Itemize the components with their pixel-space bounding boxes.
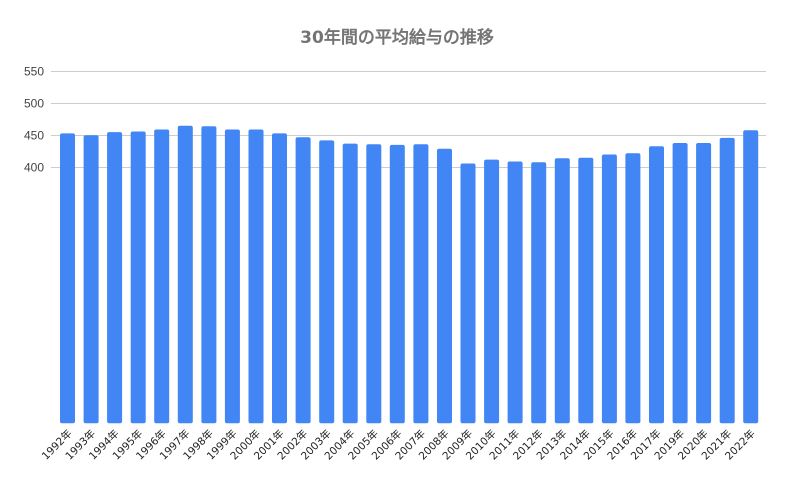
bar: [177, 125, 193, 424]
bar: [389, 144, 405, 424]
bar: [83, 135, 99, 424]
bar: [154, 129, 170, 424]
bar: [248, 129, 264, 424]
chart-title: 30年間の平均給与の推移: [300, 27, 494, 48]
bar: [460, 163, 476, 424]
gridlines: [51, 71, 766, 168]
bar: [484, 159, 500, 424]
bar: [224, 129, 240, 424]
bar: [696, 143, 712, 424]
bar: [719, 137, 735, 424]
bar: [130, 131, 146, 424]
y-tick-label: 500: [24, 97, 44, 111]
y-tick-label: 550: [24, 65, 44, 79]
bar: [366, 144, 382, 424]
bars: [60, 125, 759, 424]
bar: [60, 133, 75, 424]
bar: [531, 162, 547, 424]
bar: [601, 154, 617, 424]
bar: [554, 158, 570, 424]
bar: [578, 157, 594, 424]
y-axis-labels: 400 450 500 550: [24, 65, 44, 175]
bar: [201, 126, 217, 424]
bar: [107, 132, 123, 424]
y-tick-label: 400: [24, 161, 44, 175]
bar: [672, 143, 688, 424]
bar: [507, 161, 523, 424]
y-tick-label: 450: [24, 129, 44, 143]
bar: [342, 143, 358, 424]
x-axis-labels: 1992年1993年1994年1995年1996年1997年1998年1999年…: [39, 427, 758, 463]
bar: [319, 140, 335, 424]
bar: [295, 137, 311, 424]
bar: [413, 144, 429, 424]
bar: [649, 146, 664, 424]
bar: [743, 130, 759, 424]
bar: [625, 153, 641, 424]
bar: [437, 148, 452, 424]
bar: [272, 133, 287, 424]
